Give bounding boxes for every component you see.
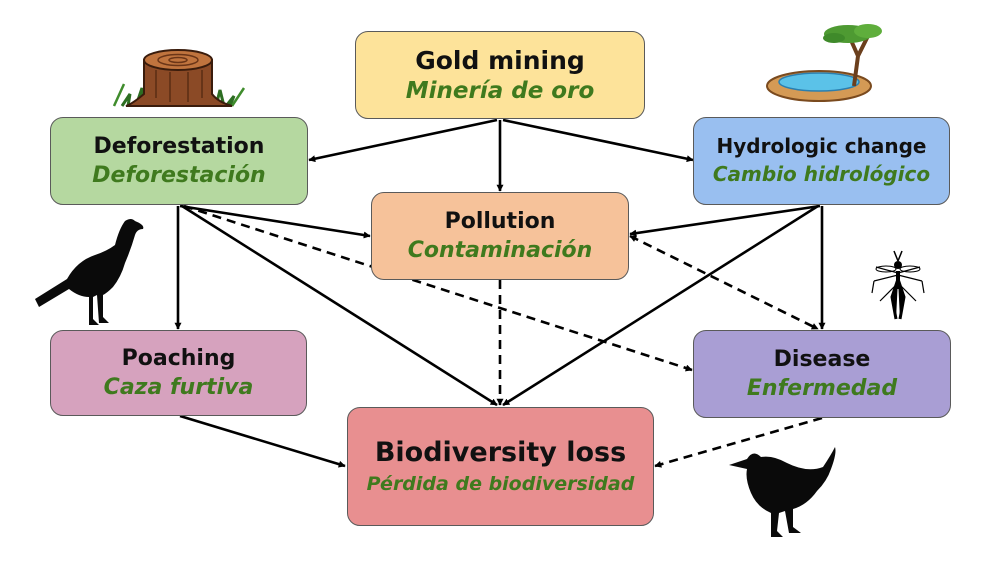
node-poaching: Poaching Caza furtiva [50,330,307,416]
node-disease: Disease Enfermedad [693,330,951,418]
node-gold-mining-label: Gold mining [415,45,585,75]
node-hydrologic-change: Hydrologic change Cambio hidrológico [693,117,950,205]
node-biodiversity-loss: Biodiversity loss Pérdida de biodiversid… [347,407,654,526]
pond-tree-icon [766,24,882,102]
node-deforestation-label: Deforestation [93,133,265,159]
node-biodiversity-loss-translation: Pérdida de biodiversidad [366,472,635,495]
mosquito-icon [871,250,925,320]
node-gold-mining-translation: Minería de oro [405,77,595,104]
node-disease-label: Disease [773,346,871,372]
node-deforestation: Deforestation Deforestación [50,117,308,205]
node-poaching-translation: Caza furtiva [103,374,254,400]
node-hydrologic-change-translation: Cambio hidrológico [712,162,931,186]
edge-deforestation-to-biodiversity-loss [181,204,498,407]
edge-pollution-disease-bidirectional [629,234,819,331]
node-pollution-label: Pollution [444,208,556,234]
node-gold-mining: Gold mining Minería de oro [355,31,645,119]
edge-gold-to-deforestation [308,118,498,163]
node-biodiversity-loss-label: Biodiversity loss [374,436,627,468]
edge-hydrologic-change-to-pollution [629,204,821,237]
node-hydrologic-change-label: Hydrologic change [716,134,927,158]
edge-poaching-to-biodiversity-loss [179,414,346,468]
node-disease-translation: Enfermedad [746,375,898,401]
ground-bird-icon [35,219,144,325]
node-pollution: Pollution Contaminación [371,192,629,280]
tree-stump-icon [112,49,246,107]
edge-deforestation-to-pollution [179,204,371,239]
node-poaching-label: Poaching [121,345,236,371]
node-deforestation-translation: Deforestación [92,162,266,188]
node-pollution-translation: Contaminación [407,237,593,263]
edge-gold-to-hydrologic-change [502,118,694,163]
small-bird-icon [729,447,836,537]
